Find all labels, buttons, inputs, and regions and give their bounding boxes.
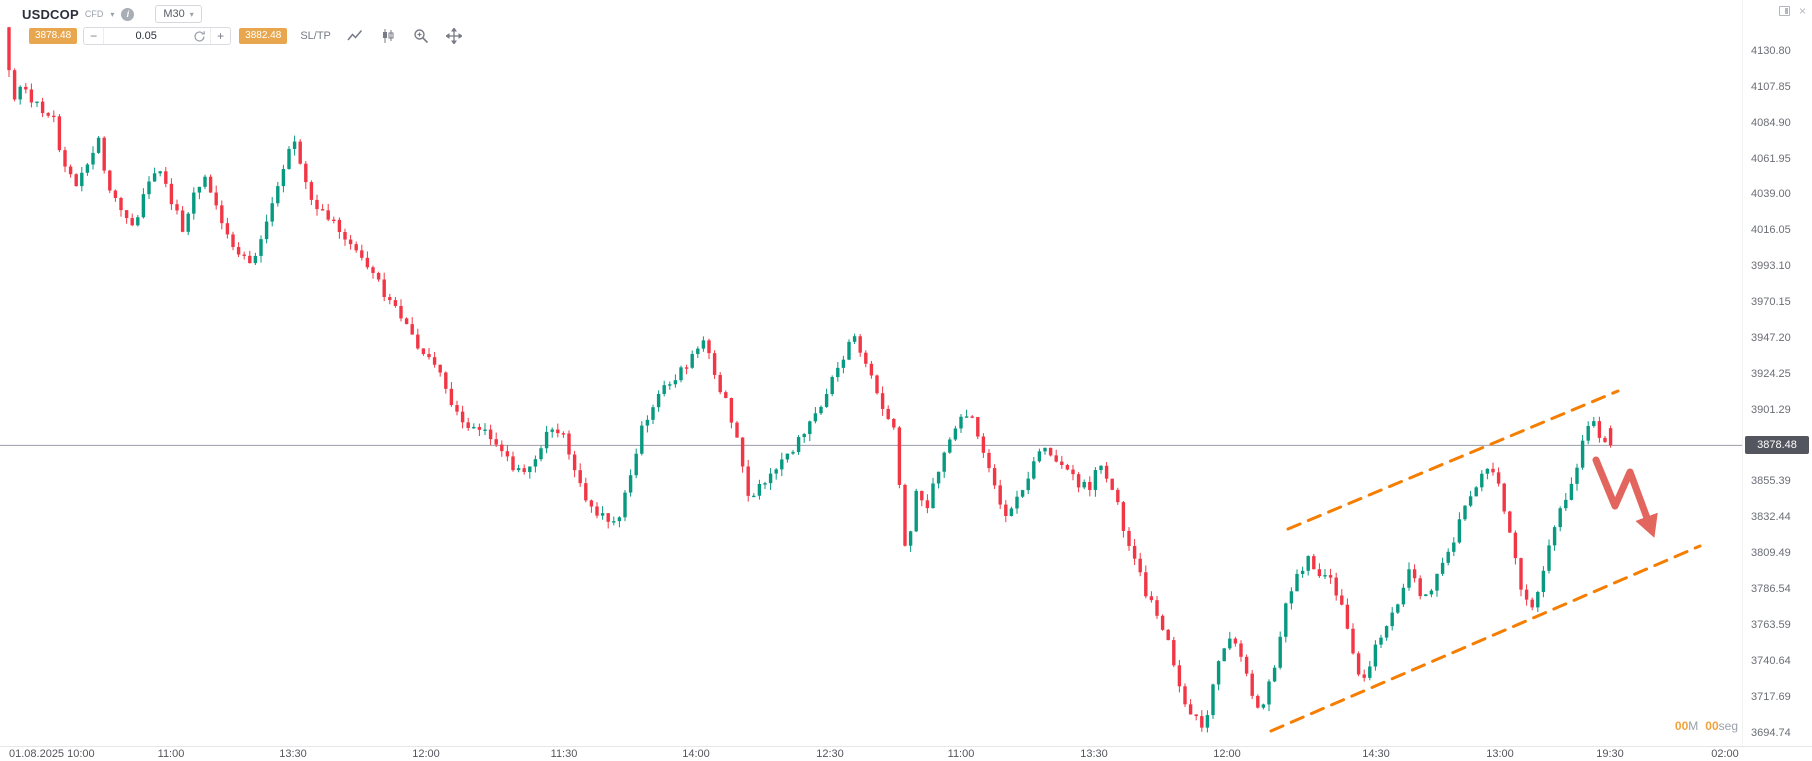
price-axis-label: 3694.74 bbox=[1751, 726, 1791, 739]
timeframe-value: M30 bbox=[163, 8, 185, 20]
price-axis-label: 4016.05 bbox=[1751, 224, 1791, 237]
symbol-name[interactable]: USDCOP bbox=[22, 6, 79, 22]
move-icon[interactable] bbox=[445, 27, 463, 45]
price-axis-label: 3740.64 bbox=[1751, 654, 1791, 667]
timer-minutes-unit: M bbox=[1688, 719, 1699, 733]
candlestick-chart[interactable] bbox=[0, 0, 1742, 746]
time-axis-label: 11:00 bbox=[157, 748, 185, 760]
price-axis-label: 3832.44 bbox=[1751, 511, 1791, 524]
trendline-icon[interactable] bbox=[346, 27, 364, 45]
layout-panels-icon[interactable] bbox=[1779, 6, 1790, 16]
quantity-value[interactable]: 0.05 bbox=[135, 30, 157, 42]
zoom-in-icon[interactable] bbox=[412, 27, 430, 45]
time-axis-label: 12:00 bbox=[1213, 748, 1241, 760]
price-axis-label: 3809.49 bbox=[1751, 547, 1791, 560]
timer-seconds: 00 bbox=[1705, 719, 1719, 733]
symbol-chevron-down-icon[interactable]: ▾ bbox=[110, 9, 115, 19]
time-axis-label: 19:30 bbox=[1596, 748, 1624, 760]
price-axis-label: 4061.95 bbox=[1751, 152, 1791, 165]
timer-seconds-unit: seg bbox=[1718, 719, 1738, 733]
order-toolbar: 3878.48 − 0.05 + 3882.48 SL/TP bbox=[29, 27, 463, 45]
chart-header: USDCOP CFD ▾ i M30 ▾ bbox=[22, 5, 202, 23]
price-axis-label: 3901.29 bbox=[1751, 403, 1791, 416]
timer-minutes: 00 bbox=[1674, 719, 1689, 733]
quantity-increase-button[interactable]: + bbox=[210, 28, 230, 44]
price-axis-label: 3786.54 bbox=[1751, 583, 1791, 596]
time-axis-label: 11:00 bbox=[947, 748, 975, 760]
sltp-button[interactable]: SL/TP bbox=[300, 30, 331, 42]
time-axis[interactable]: 01.08.2025 10:00 11:00 13:30 12:00 11:30 14:0… bbox=[0, 746, 1812, 761]
info-icon[interactable]: i bbox=[121, 7, 135, 21]
time-axis-label: 14:00 bbox=[682, 748, 710, 760]
candle-countdown-timer: 00M 00seg bbox=[1600, 719, 1738, 733]
indicators-icon[interactable] bbox=[379, 27, 397, 45]
buy-price-button[interactable]: 3882.48 bbox=[239, 28, 288, 44]
down-arrow-annotation[interactable] bbox=[1592, 456, 1658, 538]
time-axis-label: 11:30 bbox=[550, 748, 578, 760]
trend-channel-lower-line[interactable] bbox=[1269, 544, 1702, 733]
price-axis-label: 4084.90 bbox=[1751, 116, 1791, 129]
price-axis-label: 4039.00 bbox=[1751, 188, 1791, 201]
price-axis-label: 3763.59 bbox=[1751, 618, 1791, 631]
price-axis-label: 3924.25 bbox=[1751, 367, 1791, 380]
instrument-type-label: CFD bbox=[84, 9, 104, 19]
candles bbox=[7, 26, 1613, 733]
time-axis-label: 12:00 bbox=[412, 748, 440, 760]
quantity-stepper: − 0.05 + bbox=[83, 27, 232, 45]
time-axis-label: 13:30 bbox=[1080, 748, 1108, 760]
time-axis-label: 13:00 bbox=[1486, 748, 1514, 760]
timeframe-chevron-down-icon: ▾ bbox=[189, 9, 194, 19]
time-axis-label: 12:30 bbox=[816, 748, 844, 760]
time-axis-label: 01.08.2025 10:00 bbox=[9, 748, 95, 760]
sell-price-button[interactable]: 3878.48 bbox=[29, 28, 78, 44]
time-axis-label: 14:30 bbox=[1362, 748, 1390, 760]
current-price-badge: 3878.48 bbox=[1745, 436, 1809, 455]
price-axis-label: 3947.20 bbox=[1751, 331, 1791, 344]
timeframe-select[interactable]: M30 ▾ bbox=[155, 5, 202, 23]
price-axis-label: 3855.39 bbox=[1751, 475, 1791, 488]
price-axis-label: 4107.85 bbox=[1751, 80, 1791, 93]
price-axis-label: 4130.80 bbox=[1751, 45, 1791, 57]
price-axis-label: 3993.10 bbox=[1751, 260, 1791, 273]
trend-channel-upper-line[interactable] bbox=[1286, 389, 1620, 531]
time-axis-label: 13:30 bbox=[279, 748, 307, 760]
price-axis[interactable]: 3878.48 4130.80 4107.85 4084.90 4061.95 4039… bbox=[1742, 0, 1812, 746]
close-icon[interactable]: × bbox=[1799, 4, 1807, 18]
quantity-decrease-button[interactable]: − bbox=[84, 28, 105, 44]
refresh-icon[interactable] bbox=[188, 30, 210, 43]
time-axis-label: 02:00 bbox=[1711, 748, 1739, 760]
price-axis-label: 3717.69 bbox=[1751, 690, 1791, 703]
price-axis-label: 3970.15 bbox=[1751, 296, 1791, 309]
panel-controls: × bbox=[1779, 5, 1806, 17]
